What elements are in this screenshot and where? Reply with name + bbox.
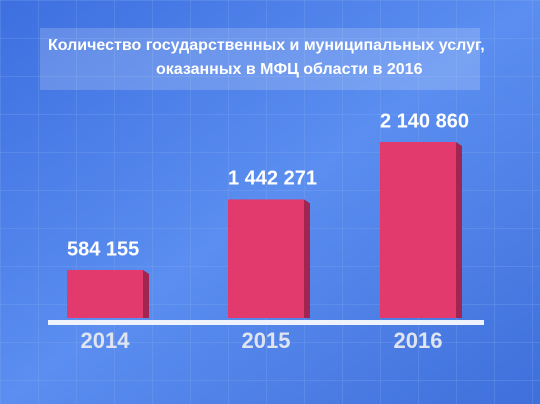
baseline (48, 320, 484, 325)
value-label: 584 155 (67, 238, 139, 260)
x-tick-label: 2015 (242, 328, 291, 353)
bar (380, 142, 456, 318)
bar (67, 269, 143, 318)
bar-side (456, 142, 462, 318)
x-tick-label: 2014 (81, 328, 131, 353)
bar-side (143, 269, 149, 318)
chart-title: Количество государственных и муниципальн… (48, 37, 485, 54)
bar-side (304, 199, 310, 318)
value-label: 2 140 860 (380, 110, 469, 132)
value-label: 1 442 271 (228, 168, 317, 190)
chart-title: оказанных в МФЦ области в 2016 (156, 61, 423, 78)
title-box (40, 28, 480, 90)
x-tick-label: 2016 (394, 328, 443, 353)
bar (228, 199, 304, 318)
